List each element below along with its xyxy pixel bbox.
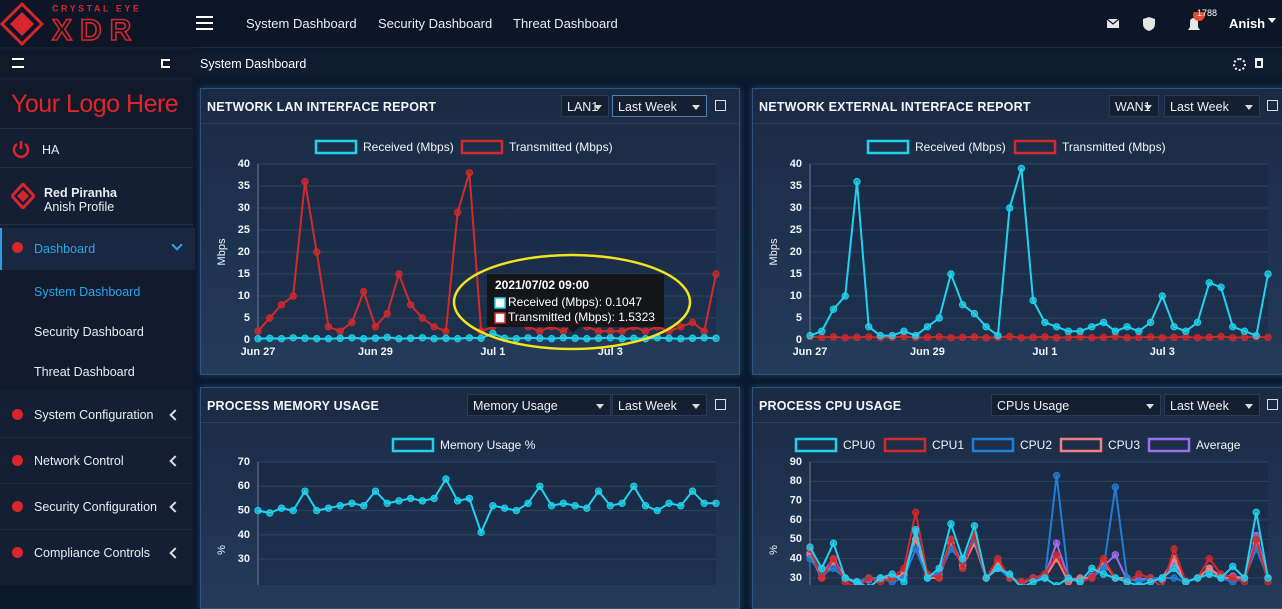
panel-header: NETWORK LAN INTERFACE REPORT LAN1 Last W… — [201, 89, 739, 124]
shield-icon[interactable] — [1143, 17, 1155, 31]
ha-label: HA — [42, 143, 60, 157]
menu-label: Network Control — [34, 454, 124, 468]
select[interactable]: CPUs Usage — [991, 394, 1161, 416]
menu-toggle[interactable] — [196, 16, 213, 30]
brand-top: CRYSTAL EYE — [52, 3, 141, 13]
menu-label: Dashboard — [34, 242, 96, 256]
select[interactable]: Last Week — [1164, 95, 1260, 117]
sidebar-collapse[interactable] — [12, 58, 24, 68]
delete-icon[interactable] — [1255, 58, 1263, 68]
panel-title: NETWORK LAN INTERFACE REPORT — [207, 100, 437, 114]
submenu-item[interactable]: System Dashboard — [34, 285, 141, 299]
menu-item-active[interactable]: Dashboard — [0, 228, 195, 270]
menu-icon — [12, 242, 23, 253]
menu-item[interactable]: System Configuration — [0, 393, 193, 438]
panel-title: PROCESS CPU USAGE — [759, 399, 902, 413]
bell-icon[interactable] — [1188, 18, 1200, 30]
top-bar: CRYSTAL EYE XDR System Dashboard Securit… — [0, 0, 1282, 48]
breadcrumb-bar: System Dashboard — [193, 50, 1282, 77]
profile-sub: Anish Profile — [44, 200, 115, 214]
select[interactable]: Last Week — [1164, 394, 1260, 416]
header-icons — [1106, 12, 1205, 31]
notification-badge: 1788 — [1197, 8, 1218, 18]
panel-header: NETWORK EXTERNAL INTERFACE REPORT WAN1 L… — [753, 89, 1282, 124]
panel-title: NETWORK EXTERNAL INTERFACE REPORT — [759, 100, 1031, 114]
menu-label: Compliance Controls — [34, 546, 151, 560]
brand-logo: CRYSTAL EYE XDR — [0, 1, 141, 47]
panel: NETWORK LAN INTERFACE REPORT LAN1 Last W… — [200, 88, 740, 375]
brand: XDR — [52, 14, 139, 47]
panel: PROCESS CPU USAGE CPUs Usage Last Week — [752, 387, 1282, 609]
panel-header: PROCESS MEMORY USAGE Memory Usage Last W… — [201, 388, 739, 423]
submenu-item[interactable]: Security Dashboard — [34, 325, 144, 339]
menu-item[interactable]: Compliance Controls — [0, 531, 193, 575]
chevron-left — [169, 547, 181, 559]
chevron-left — [169, 455, 181, 467]
open-external[interactable] — [715, 100, 726, 111]
submenu-item[interactable]: Threat Dashboard — [34, 365, 135, 379]
nav-link[interactable]: Threat Dashboard — [513, 16, 618, 31]
user-caret — [1268, 18, 1276, 23]
select[interactable]: Last Week — [612, 394, 707, 416]
chevron-left — [169, 501, 181, 513]
sidebar-toolbar — [0, 50, 193, 77]
breadcrumb: System Dashboard — [200, 57, 307, 71]
open-external[interactable] — [715, 399, 726, 410]
nav-link[interactable]: System Dashboard — [246, 16, 357, 31]
menu-item[interactable]: Network Control — [0, 439, 193, 484]
menu-label: System Configuration — [34, 408, 154, 422]
chevron-left — [169, 409, 181, 421]
submenu: System Dashboard Security Dashboard Thre… — [0, 270, 193, 390]
badge-dot — [1193, 12, 1205, 21]
custom-logo: Your Logo Here — [11, 90, 179, 118]
settings-icon[interactable] — [1233, 58, 1246, 71]
profile-row: Red Piranha Anish Profile — [0, 170, 193, 225]
select[interactable]: Memory Usage — [467, 394, 611, 416]
menu-icon — [12, 455, 23, 466]
sidebar: Your Logo Here HA Red Piranha Anish Prof… — [0, 47, 195, 585]
logo-diamond-inner — [10, 12, 34, 36]
logout-icon[interactable] — [161, 59, 170, 68]
menu-label: Security Configuration — [34, 500, 157, 514]
power-icon — [12, 141, 30, 158]
select[interactable]: Last Week — [612, 95, 707, 117]
mail-icon-flap — [1106, 18, 1120, 25]
open-external[interactable] — [1267, 100, 1278, 111]
user-name[interactable]: Anish — [1229, 16, 1266, 31]
logo-diamond — [0, 1, 45, 47]
menu-icon — [12, 409, 23, 420]
logo-row: Your Logo Here — [0, 80, 193, 129]
panel: PROCESS MEMORY USAGE Memory Usage Last W… — [200, 387, 740, 609]
panel-header: PROCESS CPU USAGE CPUs Usage Last Week — [753, 388, 1282, 423]
select[interactable]: WAN1 — [1109, 95, 1159, 117]
menu-item[interactable]: Security Configuration — [0, 485, 193, 530]
profile-icon — [11, 183, 35, 209]
profile-name: Red Piranha — [44, 186, 117, 200]
ha-row[interactable]: HA — [0, 131, 193, 168]
chevron-down — [171, 239, 183, 251]
nav-link[interactable]: Security Dashboard — [378, 16, 493, 31]
panel-title: PROCESS MEMORY USAGE — [207, 399, 380, 413]
menu-icon — [12, 501, 23, 512]
select[interactable]: LAN1 — [561, 95, 609, 117]
open-external[interactable] — [1267, 399, 1278, 410]
menu-icon — [12, 547, 23, 558]
panel: NETWORK EXTERNAL INTERFACE REPORT WAN1 L… — [752, 88, 1282, 375]
